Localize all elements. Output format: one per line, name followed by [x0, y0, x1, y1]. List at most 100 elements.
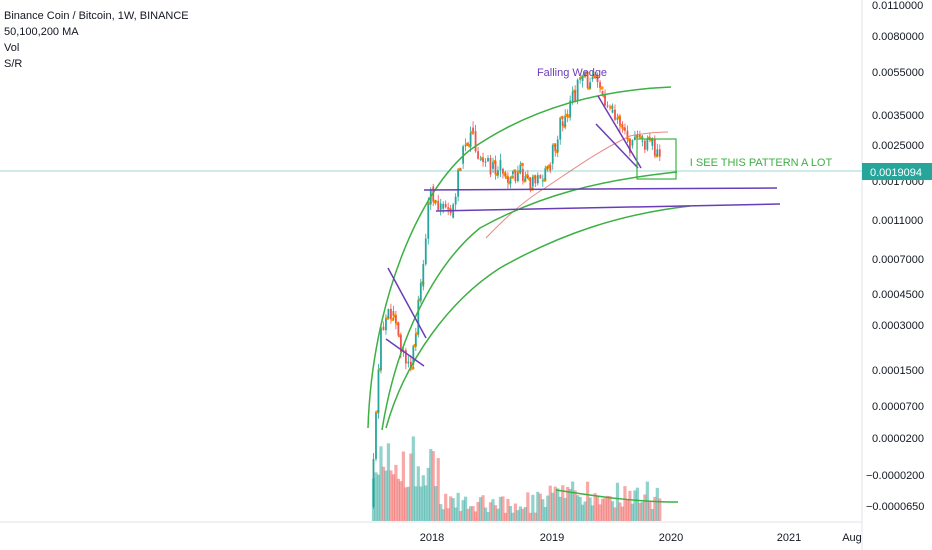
volume-bar: [521, 508, 525, 521]
volume-bar: [493, 505, 498, 521]
volume-bar: [538, 493, 542, 521]
volume-bar: [411, 436, 415, 521]
volume-bar: [593, 493, 597, 521]
candle-body: [422, 264, 425, 287]
volume-bar: [399, 481, 403, 521]
volume-bar: [583, 501, 587, 521]
sr-marker: [560, 115, 564, 120]
volume-bar: [491, 499, 495, 521]
candle-body: [459, 169, 462, 171]
volume-bar: [498, 496, 503, 521]
candle-body: [566, 115, 569, 117]
volume-bar: [568, 488, 572, 521]
volume-bar: [608, 496, 612, 521]
candle-body: [651, 139, 654, 146]
arc-middle: [381, 171, 678, 431]
volume-bar: [384, 470, 388, 521]
candle-body: [512, 170, 514, 175]
y-tick-label: −0.0000200: [866, 470, 924, 482]
wedge-2017-bottom: [385, 338, 425, 367]
y-axis-ticks[interactable]: 0.0110000 0.0080000 0.0055000 0.0035000 …: [866, 0, 924, 513]
volume-bar: [573, 490, 577, 521]
y-tick-label: 0.0025000: [872, 140, 924, 152]
volume-bar: [461, 500, 465, 521]
volume-bar: [618, 502, 622, 521]
sr-marker: [390, 317, 395, 322]
wedge-2019-bottom: [595, 123, 639, 169]
volume-bar: [516, 510, 520, 521]
volume-bar: [456, 492, 460, 521]
candle-body: [407, 361, 410, 364]
sr-marker: [510, 175, 515, 179]
candle-body: [439, 203, 442, 210]
volume-bar: [421, 475, 425, 521]
volume-bar: [625, 499, 630, 521]
candle-body: [397, 323, 400, 336]
candle-body: [392, 311, 395, 316]
candle-body: [579, 77, 582, 80]
volume-bar: [441, 509, 445, 521]
candle-body: [489, 157, 492, 175]
candle-body: [417, 299, 420, 334]
sr-marker: [600, 86, 604, 90]
candle-body: [624, 128, 626, 131]
volume-bar: [396, 478, 400, 521]
candle-body: [414, 333, 417, 346]
volume-bar: [563, 497, 567, 521]
candle-body: [551, 144, 554, 164]
candle-body: [641, 140, 644, 142]
candle-body: [554, 144, 557, 152]
volume-bar: [613, 507, 617, 521]
candle-body: [544, 168, 547, 181]
candle-body: [509, 177, 512, 183]
volume-bar: [449, 496, 453, 521]
volume-bar: [581, 504, 585, 521]
legend-ma[interactable]: 50,100,200 MA: [4, 26, 79, 38]
legend-sr[interactable]: S/R: [4, 58, 23, 70]
candle-body: [569, 100, 572, 117]
candle-body: [434, 200, 437, 202]
legend-symbol[interactable]: Binance Coin / Bitcoin, 1W, BINANCE: [4, 10, 189, 22]
volume-bar: [473, 511, 478, 521]
candle-body: [494, 161, 497, 175]
volume-bar: [578, 497, 582, 521]
volume-bar: [426, 467, 430, 521]
volume-bar: [394, 464, 398, 521]
candle-body: [564, 115, 567, 127]
candle-body: [469, 132, 472, 146]
candle-body: [546, 165, 549, 169]
candle-body: [584, 72, 587, 76]
candle-body: [656, 149, 659, 156]
volume-bar: [381, 466, 386, 521]
volume-bar: [518, 506, 522, 521]
volume-bar: [630, 503, 635, 521]
candle-body: [626, 130, 629, 140]
volume-bar: [648, 501, 652, 521]
last-price-tag: 0.0019094: [862, 163, 932, 180]
x-axis-ticks[interactable]: 2018 2019 2020 2021 Aug: [420, 532, 862, 544]
volume-bar: [464, 496, 468, 521]
volume-bar: [598, 504, 602, 521]
candle-body: [529, 178, 532, 190]
volume-bar: [459, 511, 463, 521]
y-tick-label: 0.0110000: [872, 0, 923, 12]
candle-body: [409, 361, 412, 369]
candle-body: [447, 207, 450, 210]
candle-body: [479, 158, 482, 160]
moving-average-line: [485, 131, 669, 239]
y-tick-label: 0.0001500: [872, 365, 924, 377]
candle-body: [382, 326, 385, 331]
legend-vol[interactable]: Vol: [4, 42, 20, 54]
candle-body: [539, 175, 542, 179]
volume-bar: [541, 499, 545, 521]
volume-bar: [476, 501, 480, 521]
candle-body: [399, 335, 402, 353]
volume-bar: [468, 506, 473, 521]
candle-body: [444, 203, 447, 208]
volume-bar: [558, 496, 562, 521]
volume-bar: [414, 486, 418, 521]
curved-support-arcs: [367, 86, 691, 503]
volume-bar: [451, 498, 455, 521]
volume-bar: [496, 508, 500, 521]
